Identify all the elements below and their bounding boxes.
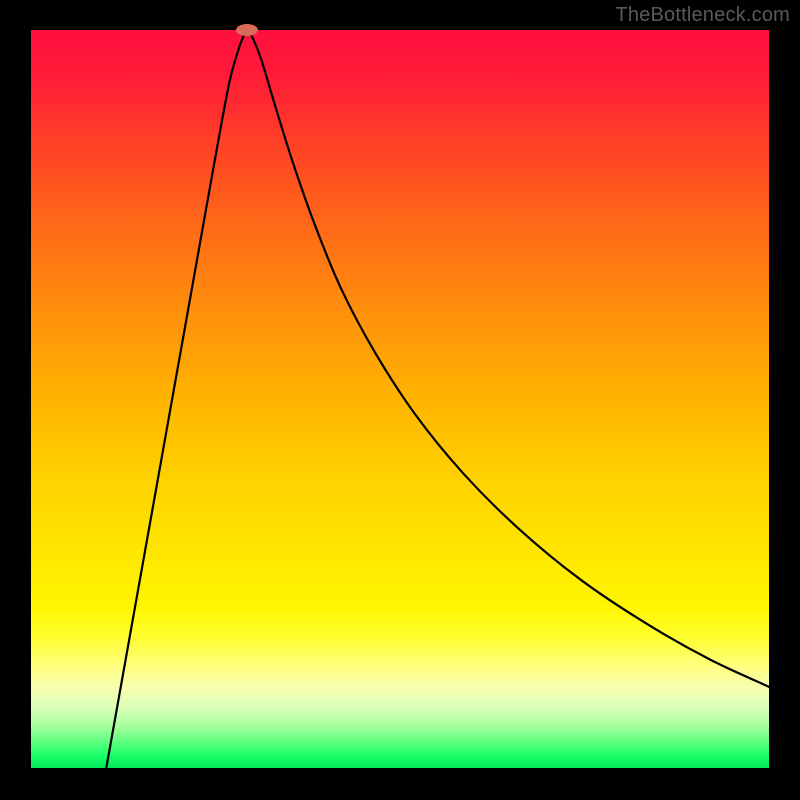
minimum-point-marker bbox=[234, 22, 260, 38]
bottleneck-curve bbox=[31, 30, 769, 768]
curve-right-branch bbox=[247, 30, 769, 687]
curve-left-branch bbox=[106, 30, 247, 768]
chart-container: TheBottleneck.com bbox=[0, 0, 800, 800]
watermark-text: TheBottleneck.com bbox=[615, 4, 790, 27]
